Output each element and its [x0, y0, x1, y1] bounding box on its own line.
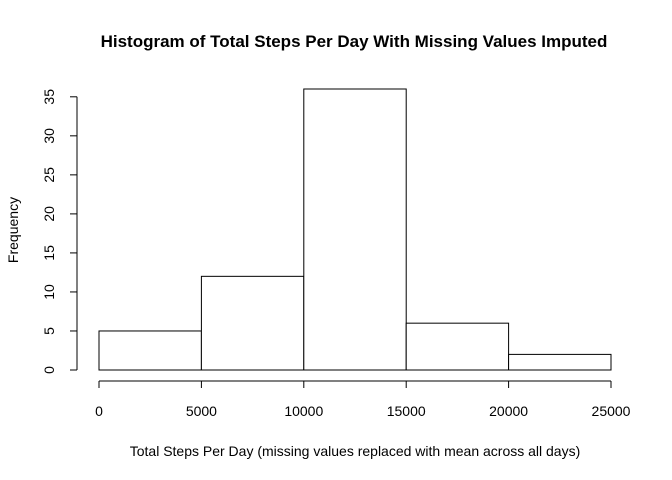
- y-tick-label: 0: [41, 366, 57, 374]
- y-tick-label: 10: [41, 284, 57, 300]
- histogram-bar-1: [98, 330, 202, 371]
- x-tick-label: 25000: [592, 403, 631, 419]
- histogram-bar-3: [303, 88, 407, 371]
- x-tick-label: 5000: [186, 403, 217, 419]
- x-tick-label: 10000: [284, 403, 323, 419]
- chart-title: Histogram of Total Steps Per Day With Mi…: [101, 32, 608, 51]
- y-axis: 0 5 10 15 20 25 30 35: [41, 89, 78, 374]
- x-tick-label: 15000: [387, 403, 426, 419]
- y-tick-label: 5: [41, 327, 57, 335]
- x-tick-label: 0: [95, 403, 103, 419]
- histogram-bar-2: [200, 275, 305, 371]
- x-axis-label: Total Steps Per Day (missing values repl…: [130, 443, 581, 459]
- y-tick-label: 25: [41, 167, 57, 183]
- histogram-bar-5: [508, 353, 612, 371]
- bars-group: [98, 88, 612, 371]
- y-tick-label: 35: [41, 89, 57, 105]
- x-tick-label: 20000: [489, 403, 528, 419]
- x-axis: 0 5000 10000 15000 20000 25000: [95, 380, 631, 419]
- y-axis-label: Frequency: [5, 197, 21, 263]
- histogram-bar-4: [405, 322, 510, 371]
- y-tick-label: 20: [41, 206, 57, 222]
- y-tick-label: 30: [41, 128, 57, 144]
- y-tick-label: 15: [41, 245, 57, 261]
